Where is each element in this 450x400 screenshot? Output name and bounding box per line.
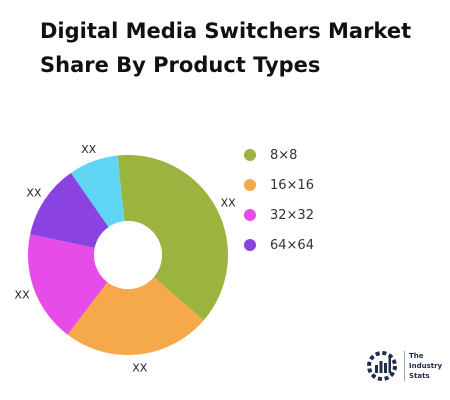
slice-data-label: XX <box>132 361 148 374</box>
legend-item-16x16: 16×16 <box>244 170 314 200</box>
legend-swatch <box>244 179 256 191</box>
legend-item-64x64: 64×64 <box>244 230 314 260</box>
donut-slice <box>30 172 109 248</box>
gear-bar-chart-icon <box>367 351 397 381</box>
chart-legend: 8×8 16×16 32×32 64×64 <box>244 140 314 260</box>
slice-data-label: XX <box>15 288 31 301</box>
legend-swatch <box>244 239 256 251</box>
chart-title: Digital Media Switchers Market Share By … <box>40 19 412 77</box>
legend-swatch <box>244 209 256 221</box>
donut-slice <box>117 155 228 321</box>
legend-item-32x32: 32×32 <box>244 200 314 230</box>
legend-item-8x8: 8×8 <box>244 140 314 170</box>
donut-slice <box>28 234 108 335</box>
logo-line: Stats <box>409 372 430 380</box>
legend-label: 8×8 <box>270 147 298 163</box>
donut-slice <box>67 277 204 355</box>
logo-line: Industry <box>409 362 443 370</box>
legend-label: 16×16 <box>270 177 314 193</box>
donut-slice <box>70 155 125 228</box>
logo-text: The Industry Stats <box>404 351 442 381</box>
legend-label: 64×64 <box>270 237 314 253</box>
legend-swatch <box>244 149 256 161</box>
brand-logo: The Industry Stats <box>364 348 442 384</box>
legend-label: 32×32 <box>270 207 314 223</box>
logo-line: The <box>409 352 424 360</box>
slice-data-label: XX <box>221 197 237 210</box>
slice-data-label: XX <box>26 186 42 199</box>
donut-hole <box>94 221 162 289</box>
slice-data-label: XX <box>81 143 97 156</box>
